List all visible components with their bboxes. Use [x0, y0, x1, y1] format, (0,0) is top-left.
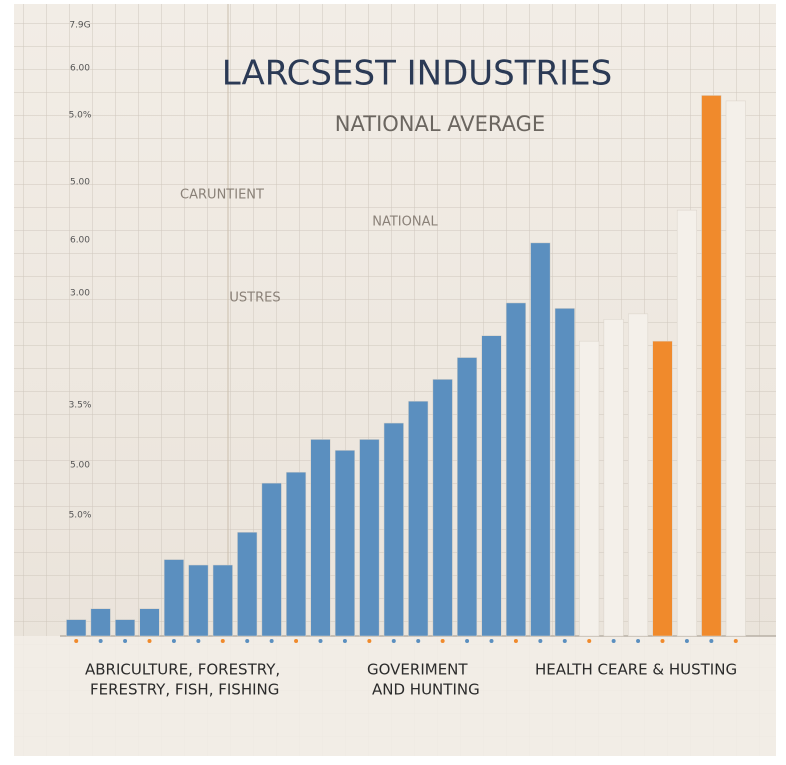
- bar: [383, 422, 404, 637]
- bar: [481, 335, 502, 637]
- baseline-dot: [74, 639, 79, 643]
- baseline-dot: [611, 639, 616, 643]
- bar: [163, 559, 184, 637]
- bar: [66, 619, 87, 637]
- bar: [115, 619, 136, 637]
- bar: [237, 532, 258, 637]
- category-label: AND HUNTING: [372, 681, 480, 699]
- category-label: GOVERIMENT: [367, 661, 468, 679]
- baseline-dot: [465, 639, 470, 643]
- bar: [579, 340, 600, 637]
- baseline-dot: [636, 639, 641, 643]
- bar: [676, 209, 697, 637]
- side-label: 6.00: [70, 236, 90, 246]
- bar: [408, 400, 429, 637]
- side-label: 5.0%: [69, 111, 92, 121]
- baseline-dot: [196, 639, 201, 643]
- baseline-dot: [318, 639, 323, 643]
- side-label: 5.00: [70, 178, 90, 188]
- baseline-dot: [538, 639, 543, 643]
- bar: [261, 482, 282, 637]
- bar: [139, 608, 160, 637]
- baseline-dot: [513, 639, 518, 643]
- floor: [14, 636, 776, 756]
- category-label: ABRICULTURE, FORESTRY,: [85, 661, 280, 679]
- baseline-dot: [709, 639, 714, 643]
- chart-title: LARCSEST INDUSTRIES: [222, 54, 612, 94]
- baseline-dot: [489, 639, 494, 643]
- bar: [554, 308, 575, 637]
- side-label: 7.9G: [69, 21, 90, 31]
- baseline-dot: [733, 639, 738, 643]
- bar: [90, 608, 111, 637]
- annotation: USTRES: [229, 291, 280, 306]
- baseline-dot: [342, 639, 347, 643]
- baseline-dot: [269, 639, 274, 643]
- bar: [359, 439, 380, 637]
- side-label: 3.00: [70, 289, 90, 299]
- baseline-dot: [147, 639, 152, 643]
- bar: [505, 302, 526, 637]
- baseline-dot: [245, 639, 250, 643]
- bar: [432, 379, 453, 637]
- category-label: HEALTH CEARE & HUSTING: [535, 661, 737, 679]
- side-label: 3.5%: [69, 401, 92, 411]
- side-label: 6.00: [70, 64, 90, 74]
- bar: [603, 319, 624, 637]
- baseline-dot: [123, 639, 128, 643]
- bar: [530, 242, 551, 637]
- baseline-dot: [587, 639, 592, 643]
- bar: [725, 100, 746, 637]
- baseline-dot: [98, 639, 103, 643]
- baseline-dot: [391, 639, 396, 643]
- side-label: 5.00: [70, 461, 90, 471]
- bar: [212, 564, 233, 637]
- bar: [701, 95, 722, 637]
- baseline-dot: [660, 639, 665, 643]
- baseline-dot: [440, 639, 445, 643]
- bar: [188, 564, 209, 637]
- baseline-dot: [416, 639, 421, 643]
- baseline-dot: [171, 639, 176, 643]
- category-label: FERESTRY, FISH, FISHING: [90, 681, 279, 699]
- baseline-dot: [684, 639, 689, 643]
- bar: [628, 313, 649, 637]
- bar: [457, 357, 478, 637]
- bar: [286, 471, 307, 637]
- baseline-dot: [562, 639, 567, 643]
- bar: [310, 439, 331, 637]
- chart-subtitle: NATIONAL AVERAGE: [335, 112, 545, 136]
- baseline-dot: [294, 639, 299, 643]
- annotation: NATIONAL: [372, 215, 438, 230]
- annotation: CARUNTIENT: [180, 188, 264, 203]
- baseline-dot: [220, 639, 225, 643]
- bar: [652, 340, 673, 637]
- baseline-dot: [367, 639, 372, 643]
- side-label: 5.0%: [69, 511, 92, 521]
- bar: [334, 450, 355, 637]
